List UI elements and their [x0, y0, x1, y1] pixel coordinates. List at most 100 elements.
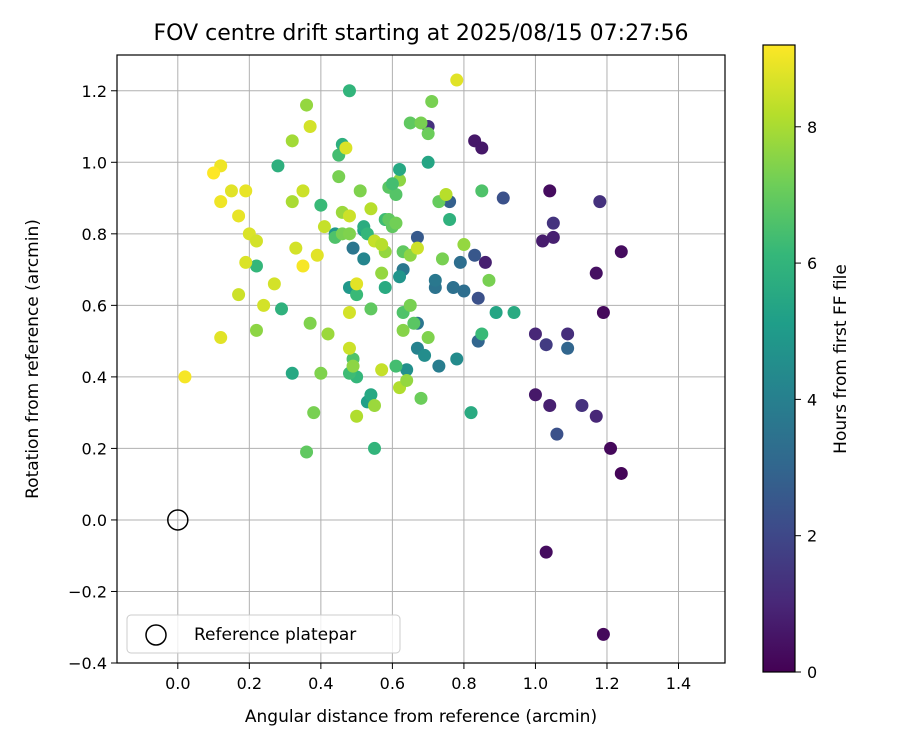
data-point	[457, 284, 471, 298]
data-point	[346, 241, 360, 255]
x-tick-label: 0.0	[165, 674, 190, 693]
plot-frame	[116, 54, 726, 664]
data-point	[368, 441, 382, 455]
data-point	[575, 398, 589, 412]
data-point	[507, 306, 521, 320]
data-point	[471, 291, 485, 305]
data-point	[561, 341, 575, 355]
data-point	[178, 370, 192, 384]
data-point	[249, 234, 263, 248]
colorbar-ticks: 0 2 4 6 8	[795, 118, 817, 682]
data-point	[350, 277, 364, 291]
y-tick-label: 0.8	[82, 225, 107, 244]
data-point	[450, 352, 464, 366]
data-point	[418, 348, 432, 362]
data-point	[310, 248, 324, 262]
y-tick-label: −0.2	[68, 582, 107, 601]
data-point	[475, 184, 489, 198]
data-point	[342, 306, 356, 320]
y-tick-label: 1.2	[82, 82, 107, 101]
data-point	[375, 363, 389, 377]
x-tick-label: 0.2	[237, 674, 262, 693]
colorbar: 0 2 4 6 8 Hours from first FF file	[762, 44, 851, 682]
x-axis: 0.0 0.2 0.4 0.6 0.8 1.0 1.2 1.4	[165, 663, 691, 693]
data-point	[389, 216, 403, 230]
data-point	[528, 388, 542, 402]
data-point	[604, 441, 618, 455]
data-point	[539, 338, 553, 352]
data-point	[561, 327, 575, 341]
data-point	[400, 373, 414, 387]
data-point	[614, 466, 628, 480]
data-point	[296, 259, 310, 273]
data-point	[596, 627, 610, 641]
data-point	[307, 406, 321, 420]
colorbar-tick-label: 6	[807, 254, 817, 273]
data-point	[478, 255, 492, 269]
y-tick-label: 0.2	[82, 439, 107, 458]
data-point	[232, 209, 246, 223]
data-point	[214, 195, 228, 209]
x-axis-label: Angular distance from reference (arcmin)	[245, 707, 597, 727]
data-point	[285, 134, 299, 148]
data-point	[267, 277, 281, 291]
data-point	[303, 120, 317, 134]
data-point	[421, 331, 435, 345]
data-points	[178, 73, 628, 641]
data-point	[432, 359, 446, 373]
data-point	[232, 288, 246, 302]
y-axis: −0.4 −0.2 0.0 0.2 0.4 0.6 0.8 1.0 1.2	[68, 82, 117, 673]
data-point	[550, 427, 564, 441]
y-tick-label: 0.6	[82, 296, 107, 315]
data-point	[468, 248, 482, 262]
data-point	[289, 241, 303, 255]
data-point	[403, 116, 417, 130]
x-tick-label: 0.4	[308, 674, 333, 693]
x-tick-label: 1.4	[666, 674, 691, 693]
data-point	[375, 266, 389, 280]
y-tick-label: 1.0	[82, 153, 107, 172]
y-tick-label: −0.4	[68, 654, 107, 673]
data-point	[342, 227, 356, 241]
colorbar-tick-label: 2	[807, 527, 817, 546]
data-point	[489, 306, 503, 320]
y-axis-label: Rotation from reference (arcmin)	[23, 219, 43, 499]
data-point	[364, 302, 378, 316]
data-point	[393, 162, 407, 176]
data-point	[543, 184, 557, 198]
data-point	[393, 270, 407, 284]
data-point	[342, 84, 356, 98]
colorbar-tick-label: 0	[807, 663, 817, 682]
data-point	[482, 273, 496, 287]
colorbar-tick-label: 4	[807, 390, 817, 409]
data-point	[536, 234, 550, 248]
data-point	[224, 184, 238, 198]
data-point	[385, 177, 399, 191]
data-point	[239, 184, 253, 198]
x-tick-label: 0.8	[451, 674, 476, 693]
data-point	[378, 280, 392, 294]
colorbar-tick-label: 8	[807, 118, 817, 137]
data-point	[364, 388, 378, 402]
data-point	[475, 141, 489, 155]
data-point	[342, 341, 356, 355]
y-tick-label: 0.0	[82, 511, 107, 530]
data-point	[475, 327, 489, 341]
legend: Reference platepar	[126, 614, 401, 654]
data-point	[300, 98, 314, 112]
data-point	[425, 94, 439, 108]
colorbar-gradient	[762, 44, 796, 673]
data-point	[249, 259, 263, 273]
data-point	[539, 545, 553, 559]
data-point	[321, 327, 335, 341]
data-point	[271, 159, 285, 173]
data-point	[414, 116, 428, 130]
data-point	[614, 245, 628, 259]
data-point	[314, 198, 328, 212]
x-tick-label: 0.6	[380, 674, 405, 693]
data-point	[239, 255, 253, 269]
data-point	[375, 238, 389, 252]
data-point	[389, 359, 403, 373]
data-point	[589, 266, 603, 280]
data-point	[332, 170, 346, 184]
